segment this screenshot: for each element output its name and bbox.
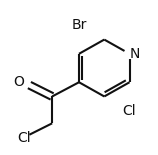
- Text: Cl: Cl: [123, 104, 136, 118]
- Text: N: N: [130, 47, 140, 61]
- Text: Cl: Cl: [17, 131, 30, 145]
- Text: O: O: [13, 75, 24, 89]
- Text: Br: Br: [71, 18, 87, 32]
